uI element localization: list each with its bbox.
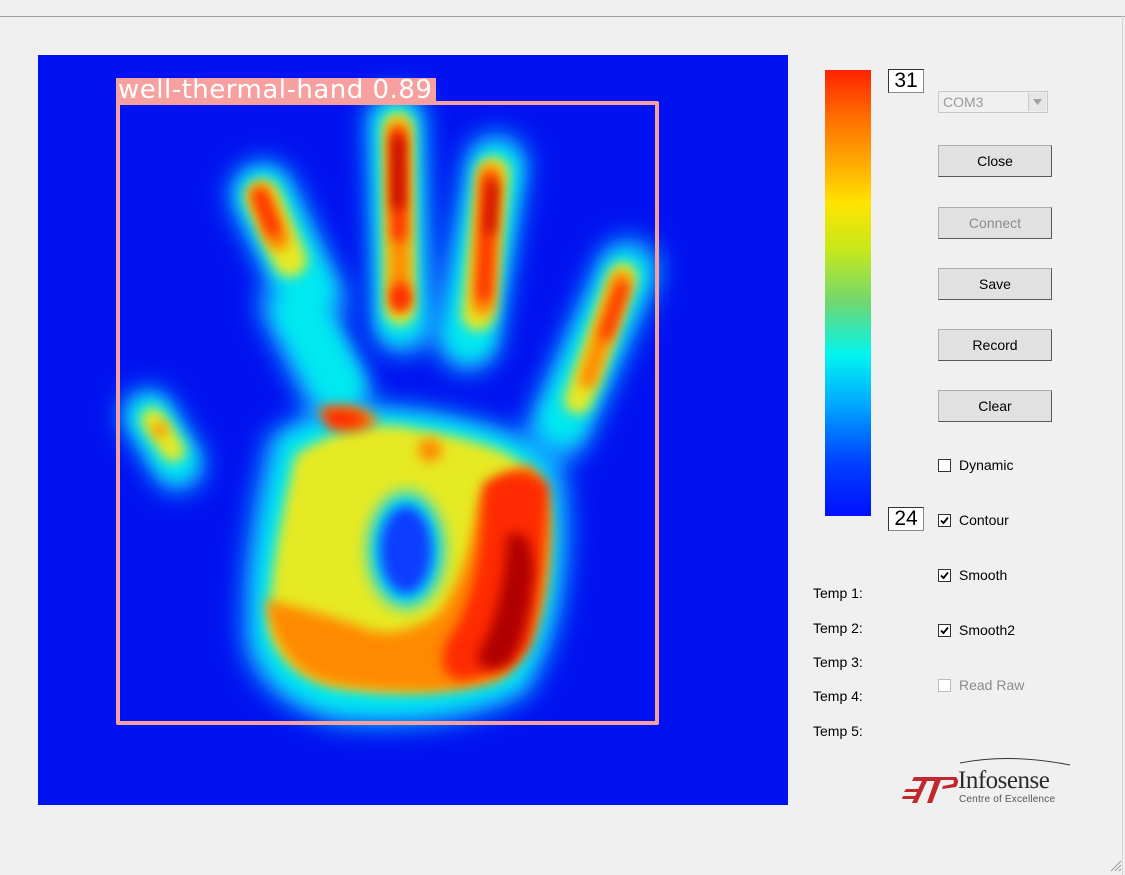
record-button[interactable]: Record <box>938 329 1052 361</box>
read-raw-label: Read Raw <box>959 677 1025 693</box>
checkmark-icon <box>940 571 949 579</box>
clear-button[interactable]: Clear <box>938 390 1052 422</box>
save-button[interactable]: Save <box>938 268 1052 300</box>
thermal-image-view[interactable]: well-thermal-hand 0.89 <box>38 55 788 805</box>
thermal-hand-image <box>38 55 788 805</box>
logo-subtitle: Centre of Excellence <box>959 794 1056 805</box>
contour-label: Contour <box>959 512 1009 528</box>
checkbox-box[interactable] <box>938 623 951 637</box>
checkbox-box[interactable] <box>938 513 951 527</box>
right-border <box>1122 16 1123 875</box>
connect-button[interactable]: Connect <box>938 207 1052 239</box>
checkbox-box[interactable] <box>938 678 951 692</box>
scale-max-field[interactable]: 31 <box>888 69 924 93</box>
scale-min-field[interactable]: 24 <box>888 507 924 531</box>
checkbox-box[interactable] <box>938 568 951 582</box>
detection-bounding-box <box>116 101 659 725</box>
smooth-label: Smooth <box>959 567 1008 583</box>
temp-3-label: Temp 3: <box>813 654 863 670</box>
infosense-logo: Infosense Centre of Excellence <box>900 755 1080 809</box>
detection-label: well-thermal-hand 0.89 <box>116 77 437 103</box>
smooth2-label: Smooth2 <box>959 622 1016 638</box>
temp-2-label: Temp 2: <box>813 620 863 636</box>
port-select-value: COM3 <box>943 94 984 110</box>
temp-1-label: Temp 1: <box>813 585 863 601</box>
read-raw-checkbox[interactable]: Read Raw <box>938 676 1024 694</box>
port-select[interactable]: COM3 <box>938 91 1048 113</box>
temperature-colorbar <box>825 70 871 516</box>
smooth-checkbox[interactable]: Smooth <box>938 566 1007 584</box>
dynamic-label: Dynamic <box>959 457 1014 473</box>
smooth2-checkbox[interactable]: Smooth2 <box>938 621 1015 639</box>
temp-4-label: Temp 4: <box>813 688 863 704</box>
chevron-down-icon[interactable] <box>1028 93 1046 111</box>
checkbox-box[interactable] <box>938 458 951 472</box>
checkmark-icon <box>940 516 949 524</box>
top-divider <box>0 16 1125 17</box>
logo-name: Infosense <box>958 767 1050 794</box>
temp-5-label: Temp 5: <box>813 723 863 739</box>
checkmark-icon <box>940 626 949 634</box>
dynamic-checkbox[interactable]: Dynamic <box>938 456 1013 474</box>
contour-checkbox[interactable]: Contour <box>938 511 1009 529</box>
infosense-mark-icon <box>902 757 1071 803</box>
close-button[interactable]: Close <box>938 145 1052 177</box>
resize-grip-icon[interactable] <box>1108 858 1122 872</box>
